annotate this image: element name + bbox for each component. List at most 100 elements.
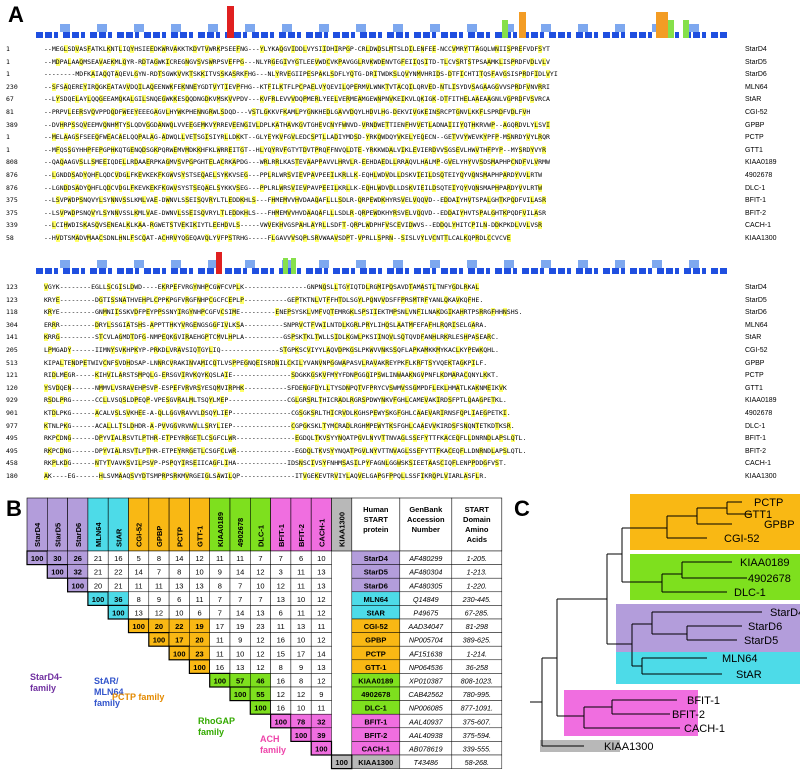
alignment-position: 495 [6, 434, 18, 443]
alignment-sequence: --LCIHWDISKASQVSENEALKLKAA-RGWETSTVEKIKI… [44, 221, 543, 230]
conservation-block-tall [171, 24, 181, 32]
conservation-block [216, 32, 220, 38]
alignment-position: 205 [6, 346, 18, 354]
conservation-block [558, 268, 565, 274]
conservation-block [720, 268, 727, 274]
conservation-block [378, 32, 382, 38]
panel-a-alignment: A 1 --MEGLSDVASFATKLKNTLIQYHSIEEDKWRVAKKT… [6, 2, 777, 480]
protein-name: BFIT-1 [364, 717, 387, 726]
conservation-block [639, 32, 646, 38]
identity-value: 13 [317, 581, 325, 590]
conservation-block [243, 32, 247, 38]
alignment-row: 977 KTNLPKG------ACALLLTSLDHDR-A-PVVGGVRV… [6, 421, 724, 432]
identity-value: 12 [256, 663, 264, 672]
conservation-block [585, 32, 592, 38]
alignment-sequence: RKPCDNG------DPYVIALRSVTLPTHR-ETPEYRRGET… [44, 434, 527, 443]
identity-value: 14 [236, 609, 244, 618]
identity-value: 6 [299, 554, 303, 563]
conservation-block [270, 268, 274, 274]
identity-value: 10 [175, 609, 183, 618]
conservation-block [189, 268, 193, 274]
conservation-block-tall [541, 24, 551, 32]
identity-value: 8 [299, 677, 303, 686]
conservation-block [297, 32, 301, 38]
conservation-block [144, 32, 151, 38]
conservation-block [72, 32, 79, 38]
alignment-sequence: --SFSAQEREYIRQGKEATAVVDQILAQEENWKFEKNNEY… [44, 82, 550, 91]
conservation-block [387, 268, 394, 274]
alignment-protein-name: StAR [745, 96, 762, 104]
alignment-position: 1 [6, 57, 10, 66]
identity-value: 100 [112, 609, 125, 618]
identity-value: 9 [299, 663, 303, 672]
conservation-block [477, 32, 484, 38]
conservation-block-tall [578, 24, 588, 32]
alignment-row: 230 --SFSAQEREYIRQGKEATAVVDQILAQEENWKFEKN… [6, 82, 724, 93]
conservation-block [720, 32, 727, 38]
identity-value: 8 [177, 568, 181, 577]
conservation-block [108, 268, 112, 274]
accession-number: AAD34047 [407, 622, 444, 631]
conservation-block-tall [689, 260, 699, 268]
protein-name: CGI-52 [364, 622, 388, 631]
domain-range: 877-1091. [461, 704, 493, 713]
info-header-label: protein [363, 525, 389, 534]
alignment-sequence: KIPALTENDPETWIVCNFSVDHDSAP-LNNRCVRAKINVA… [44, 358, 488, 367]
conservation-block [342, 32, 349, 38]
conservation-block-tall [282, 24, 292, 32]
alignment-sequence: YSVDQEN------NMMVLVSRAVEHPSVP-ESPEFVRVRS… [44, 383, 507, 392]
identity-value: 6 [197, 609, 201, 618]
alignment-sequence: RKPCDNG------DPYVIALRSVTLPTHR-ETPEYRRGET… [44, 446, 527, 455]
conservation-block [459, 268, 463, 274]
alignment-protein-name: PCTP [745, 372, 764, 380]
conservation-block [198, 32, 205, 38]
alignment-row: 304 ERRR---------DRYLSSGIATSHS-APPTTHKYVR… [6, 320, 724, 331]
identity-value: 13 [297, 622, 305, 631]
conservation-block [333, 32, 340, 38]
conservation-block [207, 32, 214, 38]
alignment-protein-name: KIAA0189 [745, 397, 777, 405]
alignment-protein-name: DLC-1 [745, 184, 766, 192]
alignment-row: 1 --MELAAGSFSEEQFWEACAELQQPALAG-ADWQLLVET… [6, 132, 724, 143]
protein-name: MLN64 [364, 595, 389, 604]
identity-value: 100 [71, 581, 84, 590]
conservation-block-tall [467, 24, 477, 32]
conservation-block [477, 268, 484, 274]
conservation-block [594, 32, 598, 38]
identity-table: B StarD4 StarD5 StarD6 MLN64 StAR CGI-52 GPBP PC… [6, 496, 503, 770]
identity-value: 7 [157, 568, 161, 577]
alignment-sequence: --QAQAAGVSLLSMEEIQDELLRDAAERPKAGMVSVPGPG… [44, 158, 550, 167]
conservation-block [342, 268, 349, 274]
info-header-label: GenBank [409, 505, 443, 514]
identity-value: 14 [175, 554, 183, 563]
conservation-block [621, 268, 625, 274]
conservation-block [621, 32, 625, 38]
conservation-block [135, 32, 139, 38]
conservation-block [522, 268, 529, 274]
protein-name: StarD4 [364, 554, 389, 563]
conservation-block [324, 32, 328, 38]
conservation-block [225, 268, 232, 274]
identity-value: 7 [218, 609, 222, 618]
conservation-block [198, 268, 205, 274]
identity-value: 11 [317, 704, 325, 713]
conservation-block [369, 268, 376, 274]
conservation-block [513, 32, 517, 38]
identity-value: 14 [236, 568, 244, 577]
conservation-peak [683, 20, 689, 38]
conservation-block [396, 32, 403, 38]
conservation-block [171, 268, 178, 274]
conservation-block [369, 32, 376, 38]
protein-name: StarD5 [364, 568, 388, 577]
conservation-block-tall [208, 24, 218, 32]
conservation-block [540, 32, 544, 38]
identity-value: 11 [297, 568, 305, 577]
conservation-block-tall [134, 24, 144, 32]
alignment-protein-name: CACH-1 [745, 222, 772, 230]
identity-value: 100 [295, 731, 308, 740]
conservation-block-tall [615, 260, 625, 268]
alignment-sequence: KTNLPKG------ACALLLTSLDHDR-A-PVVGGVRVNVL… [44, 421, 515, 430]
alignment-protein-name: CGI-52 [745, 109, 768, 116]
conservation-block [567, 32, 571, 38]
conservation-block [450, 32, 457, 38]
